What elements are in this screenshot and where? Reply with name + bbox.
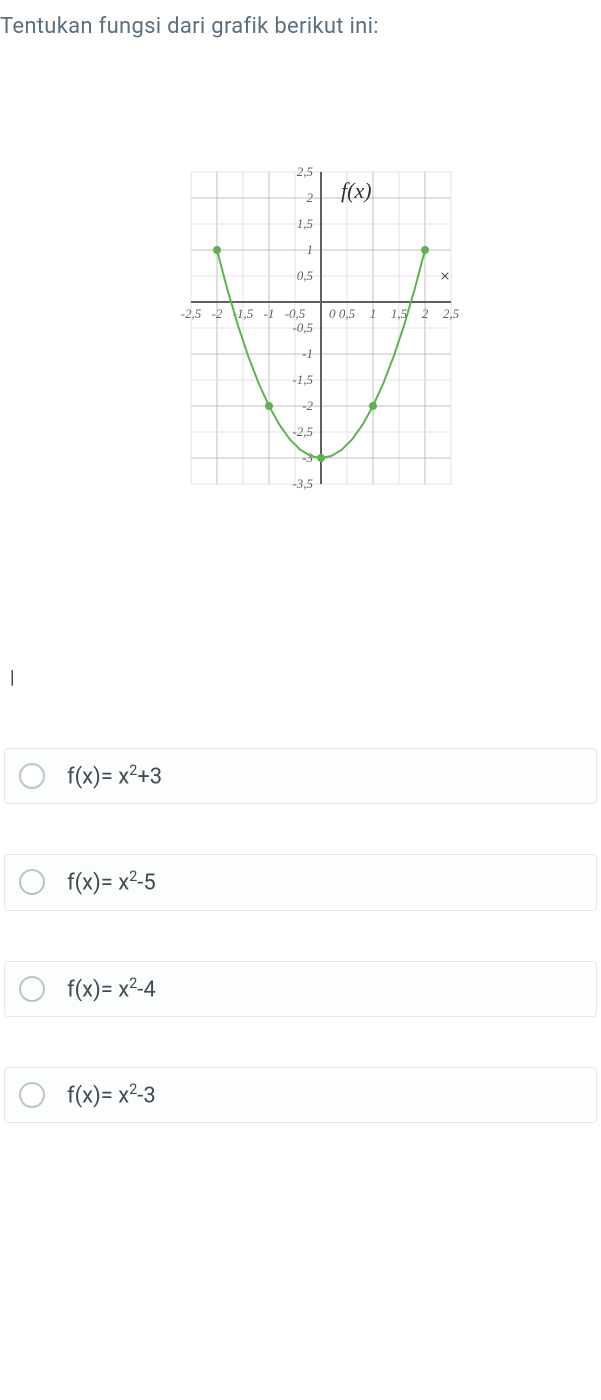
svg-text:-1: -1 xyxy=(263,306,274,321)
svg-text:-1,5: -1,5 xyxy=(292,372,313,387)
svg-text:-2,5: -2,5 xyxy=(292,424,313,439)
radio-icon xyxy=(19,869,45,895)
svg-text:2,5: 2,5 xyxy=(442,306,459,321)
chart-area: -2,5-2-1,5-1-0,500,511,522,5-3,5-3-2,5-2… xyxy=(0,53,601,653)
option-d[interactable]: f(x)= x2-3 xyxy=(4,1067,597,1123)
page-container: Tentukan fungsi dari grafik berikut ini:… xyxy=(0,0,601,1123)
svg-text:1: 1 xyxy=(306,242,313,257)
svg-text:×: × xyxy=(439,266,449,286)
svg-text:2: 2 xyxy=(421,306,428,321)
option-c-tail: -4 xyxy=(137,977,155,1002)
svg-text:-0,5: -0,5 xyxy=(284,306,305,321)
option-b-tail: -5 xyxy=(137,871,155,896)
option-d-tail: -3 xyxy=(137,1083,155,1108)
option-c-base: f(x)= x xyxy=(67,977,129,1002)
svg-text:f(x): f(x) xyxy=(341,178,372,203)
svg-text:-2,5: -2,5 xyxy=(180,306,201,321)
radio-icon xyxy=(19,976,45,1002)
option-a[interactable]: f(x)= x2+3 xyxy=(4,748,597,804)
option-b[interactable]: f(x)= x2-5 xyxy=(4,854,597,910)
option-d-base: f(x)= x xyxy=(67,1083,129,1108)
svg-text:0,5: 0,5 xyxy=(296,268,313,283)
svg-text:2: 2 xyxy=(306,190,313,205)
parabola-chart: -2,5-2-1,5-1-0,500,511,522,5-3,5-3-2,5-2… xyxy=(21,53,581,643)
question-text: Tentukan fungsi dari grafik berikut ini: xyxy=(0,0,601,53)
radio-icon xyxy=(19,1082,45,1108)
svg-text:-2: -2 xyxy=(211,306,222,321)
option-a-label: f(x)= x2+3 xyxy=(67,763,162,789)
option-a-tail: +3 xyxy=(137,764,162,789)
option-b-base: f(x)= x xyxy=(67,871,129,896)
svg-text:2,5: 2,5 xyxy=(296,164,313,179)
radio-icon xyxy=(19,763,45,789)
svg-text:0: 0 xyxy=(329,306,336,321)
option-c-label: f(x)= x2-4 xyxy=(67,976,156,1002)
option-d-label: f(x)= x2-3 xyxy=(67,1082,156,1108)
svg-text:1: 1 xyxy=(369,306,376,321)
option-c[interactable]: f(x)= x2-4 xyxy=(4,961,597,1017)
options-list: f(x)= x2+3 f(x)= x2-5 f(x)= x2-4 f(x)= x… xyxy=(0,748,601,1123)
cursor-placeholder: | xyxy=(0,653,601,748)
svg-text:-2: -2 xyxy=(302,398,313,413)
svg-text:-3,5: -3,5 xyxy=(292,476,313,491)
svg-text:1,5: 1,5 xyxy=(296,216,313,231)
option-b-label: f(x)= x2-5 xyxy=(67,869,156,895)
svg-text:-1: -1 xyxy=(302,346,313,361)
svg-text:0,5: 0,5 xyxy=(338,306,355,321)
option-a-base: f(x)= x xyxy=(67,764,129,789)
svg-text:-0,5: -0,5 xyxy=(292,320,313,335)
